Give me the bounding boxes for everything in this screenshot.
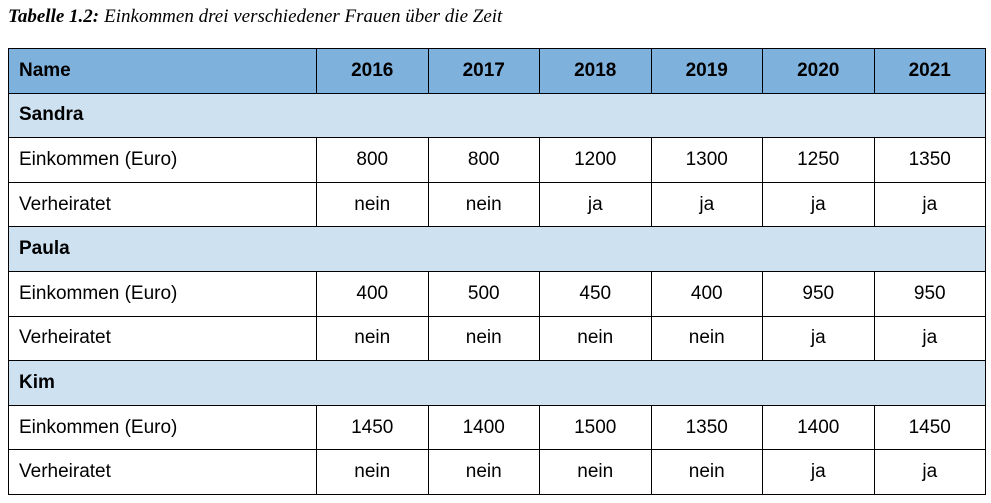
cell: ja (873, 315, 986, 362)
cell: 1300 (650, 137, 763, 183)
header-cell: 2020 (762, 48, 875, 94)
cell: ja (873, 181, 986, 228)
cell: ja (873, 449, 986, 495)
data-row: Einkommen (Euro) 1450 1400 1500 1350 1400 1450 (8, 404, 986, 451)
header-cell: 2018 (539, 48, 652, 94)
row-label: Verheiratet (8, 181, 317, 228)
cell: ja (539, 181, 652, 228)
row-label: Verheiratet (8, 449, 317, 495)
group-row: Paula (8, 226, 986, 272)
cell: ja (762, 315, 875, 362)
cell: ja (762, 181, 875, 228)
cell: 1350 (873, 137, 986, 183)
data-row: Verheiratet nein nein nein nein ja ja (8, 449, 986, 495)
cell: 800 (427, 137, 540, 183)
cell: 1200 (539, 137, 652, 183)
group-name: Paula (8, 226, 986, 272)
group-name: Sandra (8, 92, 986, 139)
cell: ja (762, 449, 875, 495)
caption-text: Einkommen drei verschiedener Frauen über… (104, 6, 503, 27)
row-label: Einkommen (Euro) (8, 404, 317, 451)
cell: 1450 (316, 404, 429, 451)
cell: nein (427, 315, 540, 362)
cell: nein (539, 449, 652, 495)
header-cell: Name (8, 48, 317, 94)
cell: nein (539, 315, 652, 362)
cell: 1400 (427, 404, 540, 451)
row-label: Einkommen (Euro) (8, 137, 317, 183)
cell: nein (427, 449, 540, 495)
cell: 950 (873, 270, 986, 317)
table-caption: Tabelle 1.2: Einkommen drei verschiedener… (8, 6, 502, 28)
data-row: Verheiratet nein nein nein nein ja ja (8, 315, 986, 362)
cell: 950 (762, 270, 875, 317)
data-row: Einkommen (Euro) 800 800 1200 1300 1250 1350 (8, 137, 986, 183)
cell: nein (316, 315, 429, 362)
row-label: Einkommen (Euro) (8, 270, 317, 317)
cell: 1350 (650, 404, 763, 451)
table-body: Sandra Einkommen (Euro) 800 800 1200 1300 1250… (8, 92, 986, 495)
cell: nein (316, 449, 429, 495)
group-row: Sandra (8, 92, 986, 139)
header-cell: 2019 (650, 48, 763, 94)
cell: 450 (539, 270, 652, 317)
cell: ja (650, 181, 763, 228)
cell: 1500 (539, 404, 652, 451)
cell: 1450 (873, 404, 986, 451)
cell: 400 (316, 270, 429, 317)
cell: nein (427, 181, 540, 228)
header-cell: 2017 (427, 48, 540, 94)
group-row: Kim (8, 360, 986, 406)
header-cell: 2021 (873, 48, 986, 94)
cell: 400 (650, 270, 763, 317)
header-row: Name 2016 2017 2018 2019 2020 2021 (8, 48, 986, 94)
cell: nein (650, 315, 763, 362)
cell: 1400 (762, 404, 875, 451)
group-name: Kim (8, 360, 986, 406)
data-row: Einkommen (Euro) 400 500 450 400 950 950 (8, 270, 986, 317)
income-table: Name 2016 2017 2018 2019 2020 2021 Sandra Einko… (8, 48, 986, 495)
cell: 500 (427, 270, 540, 317)
cell: nein (650, 449, 763, 495)
caption-label: Tabelle 1.2: (8, 6, 100, 27)
cell: nein (316, 181, 429, 228)
header-cell: 2016 (316, 48, 429, 94)
cell: 800 (316, 137, 429, 183)
row-label: Verheiratet (8, 315, 317, 362)
cell: 1250 (762, 137, 875, 183)
data-row: Verheiratet nein nein ja ja ja ja (8, 181, 986, 228)
